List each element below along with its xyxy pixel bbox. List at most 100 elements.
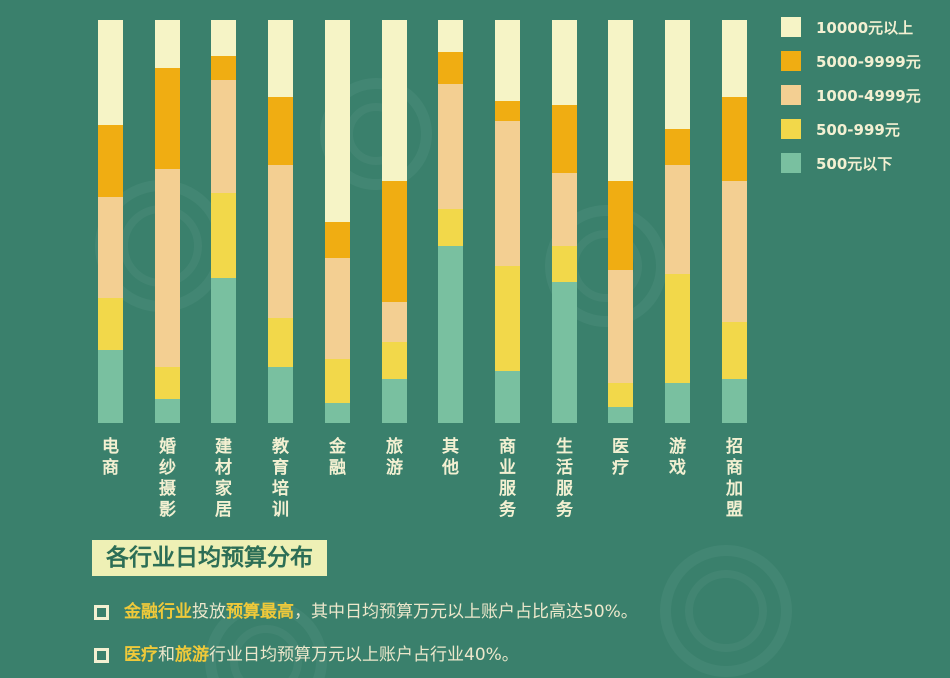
bar-9 bbox=[552, 20, 577, 423]
category-label: 金融 bbox=[329, 437, 346, 478]
bar-5 bbox=[325, 20, 350, 423]
bar-segment bbox=[382, 20, 407, 182]
bullet-square-icon bbox=[94, 648, 109, 663]
category-label: 教育培训 bbox=[272, 437, 289, 520]
bar-segment bbox=[382, 181, 407, 303]
bar-segment bbox=[552, 20, 577, 105]
bar-segment bbox=[211, 56, 236, 81]
bar-segment bbox=[268, 366, 293, 423]
bar-segment bbox=[438, 20, 463, 53]
bar-segment bbox=[495, 265, 520, 371]
bar-6 bbox=[382, 20, 407, 423]
category-label: 旅游 bbox=[386, 437, 403, 478]
legend-swatch bbox=[781, 153, 801, 173]
bar-segment bbox=[665, 165, 690, 274]
bar-segment bbox=[608, 269, 633, 383]
bar-segment bbox=[155, 398, 180, 423]
bar-segment bbox=[325, 257, 350, 359]
note-text: 金融行业投放预算最高，其中日均预算万元以上账户占比高达50%。 bbox=[124, 602, 638, 622]
legend-swatch bbox=[781, 119, 801, 139]
bar-segment bbox=[268, 96, 293, 166]
bar-segment bbox=[382, 342, 407, 379]
bar-segment bbox=[495, 120, 520, 266]
category-label: 商业服务 bbox=[499, 437, 516, 520]
bar-segment bbox=[98, 298, 123, 351]
category-label: 游戏 bbox=[669, 437, 686, 478]
category-label: 医疗 bbox=[612, 437, 629, 478]
bar-segment bbox=[608, 20, 633, 182]
bar-segment bbox=[155, 20, 180, 69]
bar-segment bbox=[722, 322, 747, 379]
bar-segment bbox=[268, 165, 293, 319]
category-label: 其他 bbox=[442, 437, 459, 478]
legend: 10000元以上 5000-9999元 1000-4999元 500-999元 500元… bbox=[781, 17, 921, 187]
bar-segment bbox=[608, 406, 633, 423]
bar-segment bbox=[438, 209, 463, 246]
bar-segment bbox=[552, 281, 577, 423]
plot-area: 电商 婚纱摄影 建材家居 教育培训 金融旅游其他 商业服务 生活服务 医疗游戏 招商加盟 bbox=[98, 20, 747, 520]
category-label: 招商加盟 bbox=[726, 437, 743, 520]
note-item: 金融行业投放预算最高，其中日均预算万元以上账户占比高达50%。 bbox=[94, 601, 854, 623]
bar-segment bbox=[211, 20, 236, 57]
bar-10 bbox=[608, 20, 633, 423]
bar-segment bbox=[268, 318, 293, 367]
bar-segment bbox=[155, 68, 180, 170]
legend-swatch bbox=[781, 51, 801, 71]
bar-segment bbox=[211, 277, 236, 423]
bar-segment bbox=[722, 20, 747, 97]
legend-swatch bbox=[781, 17, 801, 37]
notes: 金融行业投放预算最高，其中日均预算万元以上账户占比高达50%。 医疗和旅游行业日均… bbox=[94, 601, 854, 678]
bar-segment bbox=[325, 358, 350, 403]
bar-segment bbox=[665, 20, 690, 129]
bar-segment bbox=[665, 382, 690, 423]
bar-segment bbox=[608, 181, 633, 270]
bar-segment bbox=[495, 370, 520, 423]
bar-segment bbox=[438, 84, 463, 210]
bar-segment bbox=[382, 302, 407, 343]
bar-segment bbox=[552, 173, 577, 246]
bar-segment bbox=[211, 193, 236, 278]
bar-segment bbox=[98, 124, 123, 198]
bar-2 bbox=[155, 20, 180, 423]
bar-1 bbox=[98, 20, 123, 423]
bar-segment bbox=[155, 169, 180, 367]
section-title: 各行业日均预算分布 bbox=[106, 545, 313, 571]
bullet-square-icon bbox=[94, 605, 109, 620]
bar-segment bbox=[495, 20, 520, 101]
bar-segment bbox=[325, 221, 350, 258]
bar-7 bbox=[438, 20, 463, 423]
bar-segment bbox=[438, 245, 463, 423]
section-title-box: 各行业日均预算分布 bbox=[92, 540, 327, 576]
category-label: 生活服务 bbox=[556, 437, 573, 520]
legend-swatch bbox=[781, 85, 801, 105]
legend-label: 1000-4999元 bbox=[816, 86, 921, 105]
bar-segment bbox=[552, 245, 577, 282]
bar-3 bbox=[211, 20, 236, 423]
bar-8 bbox=[495, 20, 520, 423]
legend-item: 5000-9999元 bbox=[781, 51, 921, 71]
bar-segment bbox=[608, 382, 633, 407]
bar-segment bbox=[98, 350, 123, 423]
bar-segment bbox=[665, 273, 690, 383]
legend-item: 500元以下 bbox=[781, 153, 921, 173]
bar-segment bbox=[155, 366, 180, 399]
category-label: 建材家居 bbox=[215, 437, 232, 520]
bar-segment bbox=[325, 402, 350, 423]
bar-11 bbox=[665, 20, 690, 423]
bar-segment bbox=[268, 20, 293, 97]
bar-segment bbox=[98, 20, 123, 125]
bar-4 bbox=[268, 20, 293, 423]
legend-label: 10000元以上 bbox=[816, 18, 914, 37]
legend-label: 500元以下 bbox=[816, 154, 893, 173]
bar-segment bbox=[438, 52, 463, 85]
bar-segment bbox=[665, 128, 690, 166]
legend-item: 1000-4999元 bbox=[781, 85, 921, 105]
bar-12 bbox=[722, 20, 747, 423]
legend-item: 10000元以上 bbox=[781, 17, 921, 37]
category-label: 电商 bbox=[102, 437, 119, 478]
bar-segment bbox=[552, 104, 577, 174]
note-item: 医疗和旅游行业日均预算万元以上账户占行业40%。 bbox=[94, 644, 854, 666]
bar-segment bbox=[382, 378, 407, 423]
note-text: 医疗和旅游行业日均预算万元以上账户占行业40%。 bbox=[124, 645, 519, 665]
